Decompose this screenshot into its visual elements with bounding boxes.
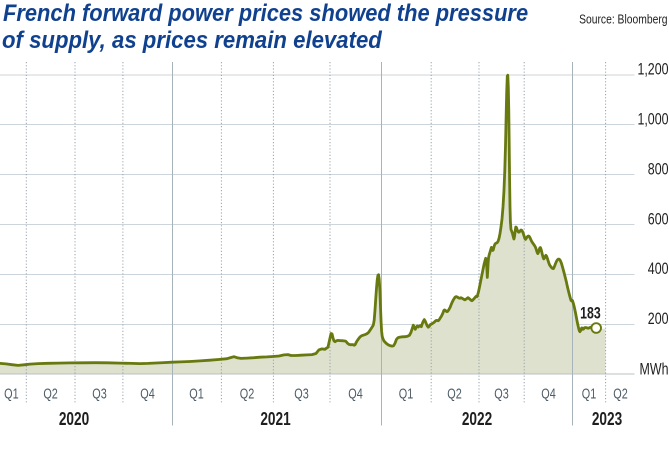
svg-text:French forward power prices sh: French forward power prices showed the p… bbox=[3, 0, 528, 26]
svg-text:Q2: Q2 bbox=[613, 385, 627, 402]
svg-text:Q1: Q1 bbox=[189, 385, 203, 402]
svg-text:Q3: Q3 bbox=[92, 385, 106, 402]
svg-text:Q1: Q1 bbox=[582, 385, 596, 402]
svg-text:of supply, as prices remain el: of supply, as prices remain elevated bbox=[2, 26, 383, 53]
svg-text:MWh: MWh bbox=[640, 361, 669, 379]
svg-text:Q1: Q1 bbox=[399, 385, 413, 402]
svg-text:2021: 2021 bbox=[260, 409, 290, 429]
svg-text:2023: 2023 bbox=[592, 409, 622, 429]
svg-text:Q3: Q3 bbox=[494, 385, 508, 402]
svg-text:Q4: Q4 bbox=[541, 385, 555, 402]
svg-text:600: 600 bbox=[648, 211, 669, 229]
svg-text:Q4: Q4 bbox=[140, 385, 154, 402]
svg-text:200: 200 bbox=[648, 310, 669, 328]
svg-text:1,200: 1,200 bbox=[637, 61, 668, 79]
svg-text:1,000: 1,000 bbox=[637, 111, 668, 129]
svg-text:Q2: Q2 bbox=[447, 385, 461, 402]
svg-text:400: 400 bbox=[648, 260, 669, 278]
svg-text:183: 183 bbox=[580, 305, 601, 323]
svg-text:Q2: Q2 bbox=[240, 385, 254, 402]
svg-text:Q3: Q3 bbox=[294, 385, 308, 402]
svg-text:Q1: Q1 bbox=[4, 385, 18, 402]
svg-text:Q2: Q2 bbox=[43, 385, 57, 402]
svg-text:Q4: Q4 bbox=[348, 385, 362, 402]
svg-text:800: 800 bbox=[648, 161, 669, 179]
svg-text:2020: 2020 bbox=[59, 409, 89, 429]
svg-text:2022: 2022 bbox=[462, 409, 492, 429]
svg-text:Source: Bloomberg: Source: Bloomberg bbox=[579, 14, 667, 27]
